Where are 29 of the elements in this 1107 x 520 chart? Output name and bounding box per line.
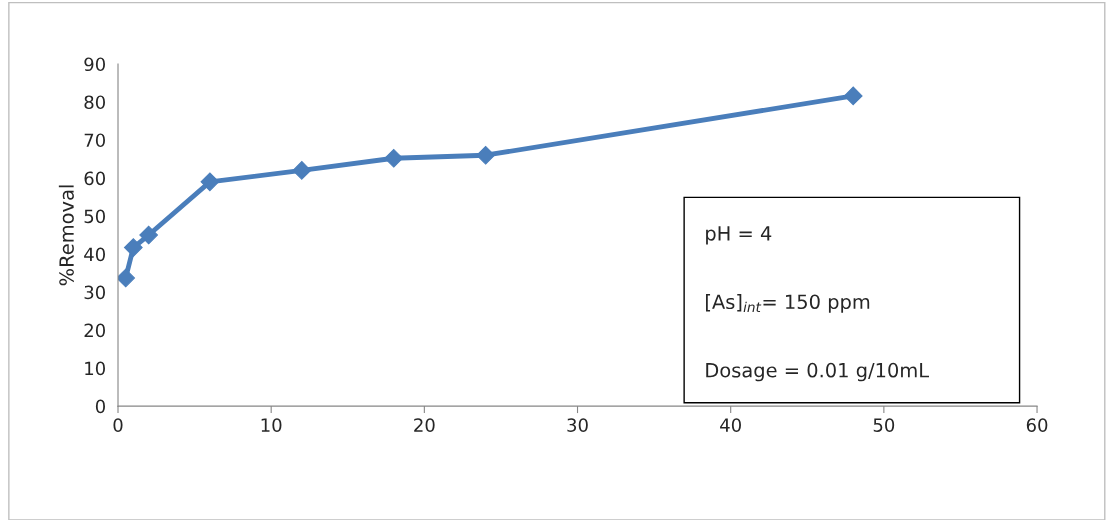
x-tick-label: 50 xyxy=(873,418,895,432)
y-tick-label: 0 xyxy=(95,399,105,414)
point xyxy=(292,161,312,180)
x-tick-label: 20 xyxy=(414,418,435,432)
annotation: Dosage = 0.01 g/10mL xyxy=(706,362,929,382)
y-tick-label: 80 xyxy=(84,95,105,110)
x-tick-label: 30 xyxy=(567,418,588,432)
y-axis-title: %Removal xyxy=(58,185,74,286)
point xyxy=(200,172,220,192)
point xyxy=(843,86,863,106)
point xyxy=(476,145,495,165)
y-tick-label: 70 xyxy=(84,133,105,148)
annotation: pH = 4 xyxy=(706,226,772,245)
point xyxy=(118,268,136,288)
x-tick-label: 60 xyxy=(1026,418,1048,432)
y-tick-label: 30 xyxy=(84,285,105,300)
annotation: [As]$_{int}$= 150 ppm xyxy=(706,294,870,313)
y-tick-label: 50 xyxy=(84,209,105,224)
y-tick-label: 60 xyxy=(84,171,105,186)
point xyxy=(123,238,143,257)
y-tick-label: 40 xyxy=(84,247,105,262)
x-tick-label: 40 xyxy=(720,418,741,432)
y-tick-label: 90 xyxy=(84,57,105,72)
y-tick-label: 10 xyxy=(85,361,105,376)
point xyxy=(139,225,158,245)
point xyxy=(384,148,404,168)
x-tick-label: 0 xyxy=(113,418,123,432)
y-tick-label: 20 xyxy=(84,323,105,338)
x-tick-label: 10 xyxy=(261,418,282,432)
